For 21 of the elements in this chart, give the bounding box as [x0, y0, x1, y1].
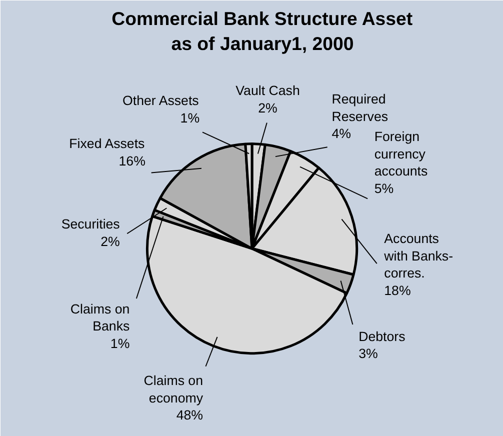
slice-label: Other Assets	[122, 93, 200, 108]
slice-label: Vault Cash	[236, 83, 300, 98]
data-label: 1%	[180, 110, 200, 126]
data-label: 18%	[384, 282, 411, 298]
chart-title: Commercial Bank Structure Asset as of January1, 2000	[112, 8, 413, 54]
data-label: 5%	[374, 180, 394, 196]
data-label: 48%	[176, 408, 204, 423]
data-label: 2%	[258, 100, 278, 116]
data-label: 16%	[118, 153, 146, 168]
data-label: 4%	[332, 126, 352, 142]
slice-label: Claims on economy	[144, 373, 204, 406]
slice-label: Required Reserves	[332, 92, 388, 124]
slice-label: Fixed Assets	[69, 136, 146, 152]
slice-label: Claims on Banks	[70, 301, 130, 334]
slice-label: Foreign currency accounts	[374, 129, 428, 179]
slice-label: Accounts with Banks-corres.	[383, 231, 454, 281]
data-label: 1%	[110, 336, 130, 351]
slice-label: Securities	[61, 216, 120, 232]
data-label: 3%	[358, 346, 378, 362]
slice-label: Debtors	[358, 328, 406, 344]
data-label: 2%	[100, 234, 120, 249]
